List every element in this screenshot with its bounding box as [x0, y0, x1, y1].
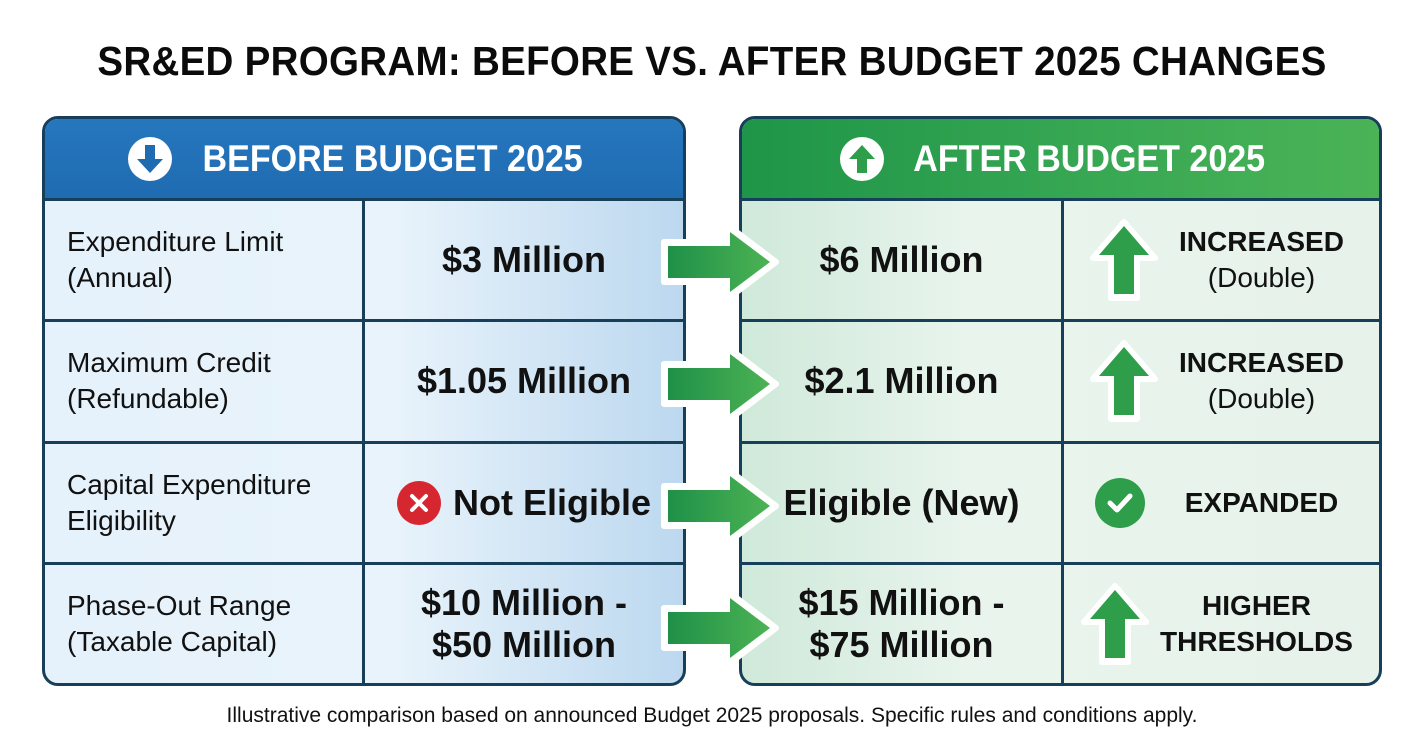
arrow-down-circle-icon: [128, 136, 173, 181]
before-value: $1.05 Million: [416, 360, 632, 402]
status-cell: EXPANDED: [1064, 444, 1379, 562]
status-text: HIGHER THRESHOLDS: [1160, 589, 1353, 657]
after-value: $15 Million - $75 Million: [742, 564, 1064, 683]
after-panel: AFTER BUDGET 2025 $6 Million INCREASED (…: [739, 116, 1382, 686]
arrow-right-icon: [661, 588, 779, 668]
footnote: Illustrative comparison based on announc…: [226, 704, 1198, 727]
row-label: Capital Expenditure Eligibility: [45, 443, 365, 562]
after-row-expenditure-limit: $6 Million INCREASED (Double): [742, 201, 1379, 323]
before-row-capital-expenditure: Capital Expenditure Eligibility Not Eligi…: [45, 443, 683, 565]
arrow-up-icon: [1081, 582, 1150, 665]
before-panel: BEFORE BUDGET 2025 Expenditure Limit (Ann…: [42, 116, 686, 686]
after-row-maximum-credit: $2.1 Million INCREASED (Double): [742, 322, 1379, 444]
status-text: INCREASED (Double): [1179, 347, 1344, 415]
arrow-up-circle-icon: [840, 136, 885, 181]
before-panel-header: BEFORE BUDGET 2025: [45, 119, 683, 201]
status-text: EXPANDED: [1184, 486, 1339, 518]
before-row-phase-out: Phase-Out Range (Taxable Capital) $10 Mil…: [45, 564, 683, 683]
status-text: INCREASED (Double): [1179, 226, 1344, 294]
row-label: Maximum Credit (Refundable): [45, 322, 365, 441]
arrow-right-icon: [661, 466, 779, 546]
x-circle-icon: [397, 480, 441, 525]
row-label: Phase-Out Range (Taxable Capital): [45, 564, 365, 683]
status-cell: HIGHER THRESHOLDS: [1064, 565, 1379, 683]
after-value: $6 Million: [742, 201, 1064, 320]
before-row-maximum-credit: Maximum Credit (Refundable) $1.05 Million: [45, 322, 683, 444]
row-label: Expenditure Limit (Annual): [45, 201, 365, 320]
after-value: $2.1 Million: [742, 322, 1064, 441]
before-row-expenditure-limit: Expenditure Limit (Annual) $3 Million: [45, 201, 683, 323]
arrow-up-icon: [1090, 219, 1159, 302]
before-value: $3 Million: [441, 239, 607, 281]
after-row-capital-expenditure: Eligible (New) EXPANDED: [742, 443, 1379, 565]
before-header-label: BEFORE BUDGET 2025: [202, 137, 584, 179]
page-title: SR&ED PROGRAM: BEFORE VS. AFTER BUDGET 2…: [97, 38, 1327, 84]
arrow-right-icon: [661, 344, 779, 424]
after-row-phase-out: $15 Million - $75 Million HIGHER THRESHOL…: [742, 564, 1379, 683]
before-value: $10 Million - $50 Million: [420, 581, 628, 665]
after-panel-header: AFTER BUDGET 2025: [742, 119, 1379, 201]
status-cell: INCREASED (Double): [1064, 201, 1379, 319]
after-value: Eligible (New): [742, 443, 1064, 562]
arrow-up-icon: [1090, 340, 1159, 423]
before-value: Not Eligible: [365, 444, 683, 562]
arrow-right-icon: [661, 222, 779, 302]
check-circle-icon: [1094, 477, 1145, 528]
after-header-label: AFTER BUDGET 2025: [913, 137, 1266, 179]
status-cell: INCREASED (Double): [1064, 322, 1379, 440]
